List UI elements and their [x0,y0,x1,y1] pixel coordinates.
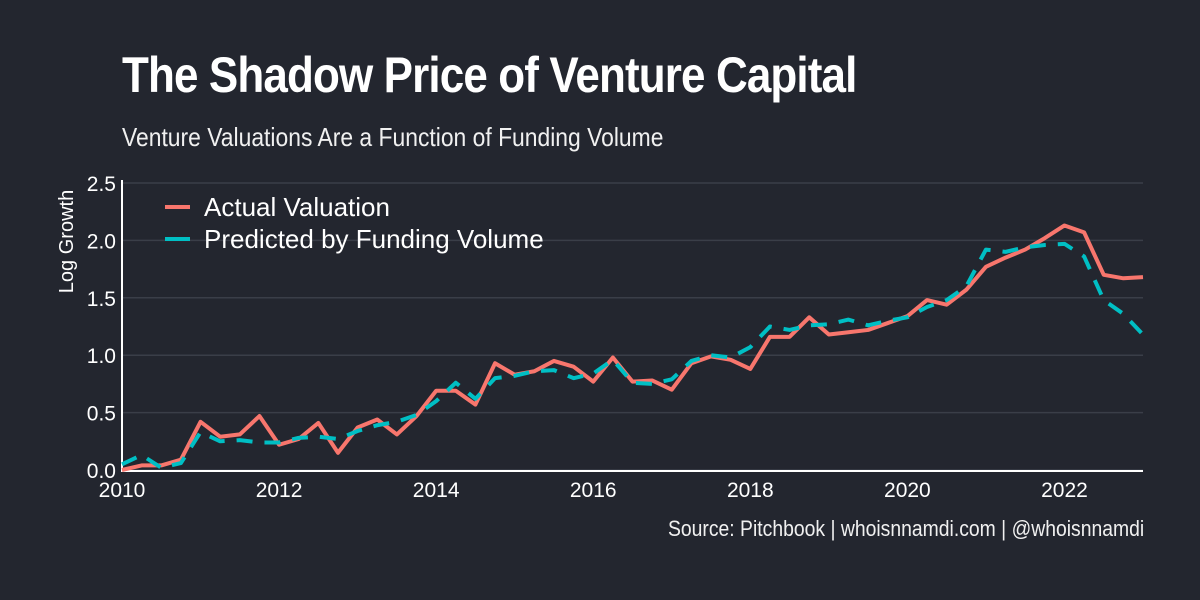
x-tick-label: 2014 [413,479,460,502]
y-tick-label: 1.0 [87,345,116,368]
x-tick-label: 2016 [570,479,617,502]
legend-label: Actual Valuation [204,192,390,222]
series-line-predicted [121,241,1145,470]
y-tick-label: 0.5 [87,403,116,426]
x-tick-label: 2022 [1041,479,1088,502]
y-tick-label: 1.5 [87,288,116,311]
y-tick-label: 2.5 [87,173,116,196]
chart-subtitle: Venture Valuations Are a Function of Fun… [122,122,664,152]
x-tick-label: 2018 [727,479,774,502]
y-tick-label: 0.0 [87,460,116,483]
x-tick-label: 2012 [256,479,303,502]
legend-label: Predicted by Funding Volume [204,224,544,254]
source-caption: Source: Pitchbook | whoisnnamdi.com | @w… [667,516,1144,541]
x-tick-label: 2010 [99,479,146,502]
y-tick-label: 2.0 [87,230,116,253]
x-tick-label: 2020 [884,479,931,502]
series-line-actual [121,223,1144,472]
y-axis-label: Log Growth [56,190,78,293]
chart-title: The Shadow Price of Venture Capital [122,47,857,103]
